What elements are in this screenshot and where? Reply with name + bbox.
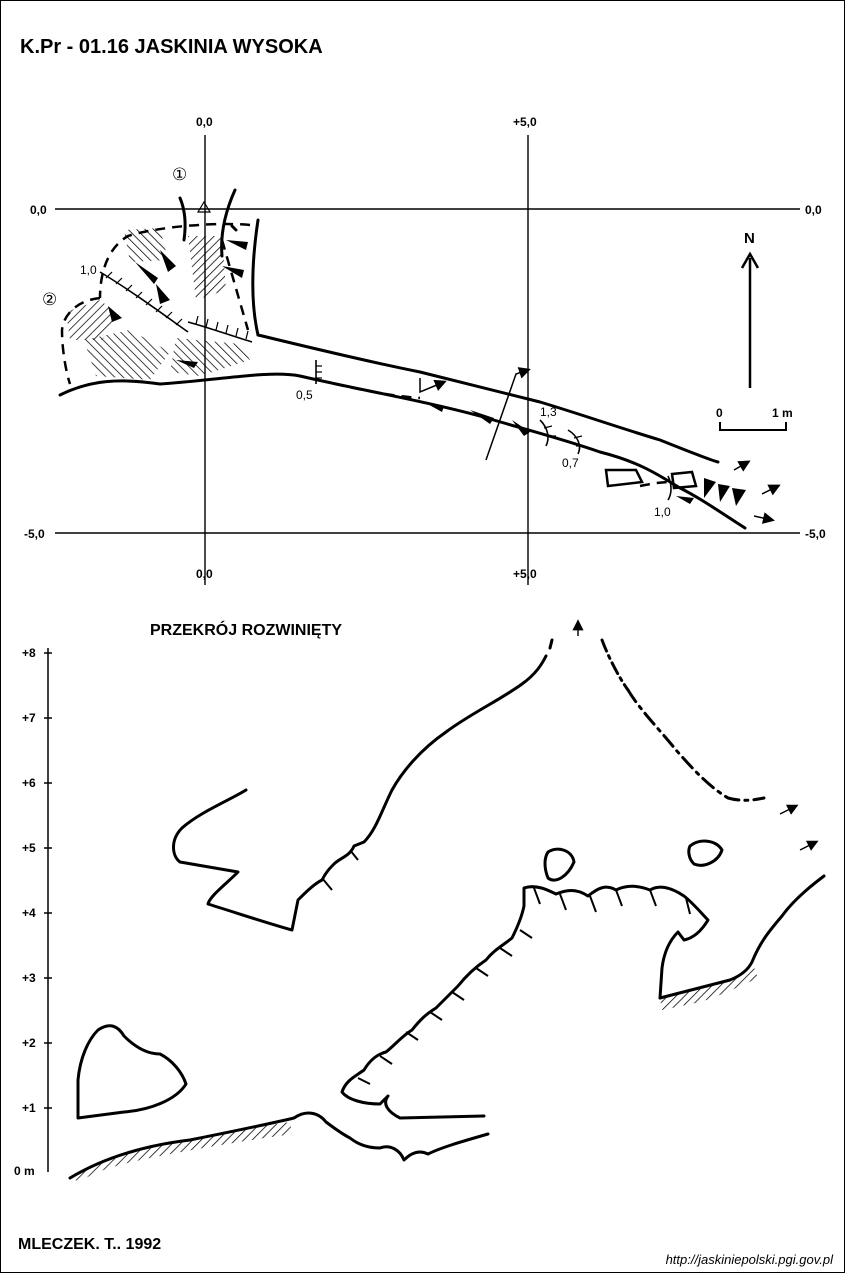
section-rubble-notches <box>321 849 691 1085</box>
section-y-tick: +6 <box>22 776 36 790</box>
scale-end-label: 1 m <box>772 406 793 420</box>
north-label: N <box>744 230 755 247</box>
north-arrow-icon <box>740 251 760 388</box>
author-credit: MLECZEK. T.. 1992 <box>18 1236 162 1253</box>
section-y-tick: +2 <box>22 1036 36 1050</box>
plan-section-markers <box>419 367 781 524</box>
section-y-tick: 0 m <box>14 1164 35 1178</box>
plan-dashed-edges <box>60 222 671 488</box>
plan-grid <box>55 135 800 585</box>
section-y-tick: +5 <box>22 841 36 855</box>
entrance-1-marker: ① <box>172 165 188 184</box>
plan-debris-hatching <box>66 228 250 380</box>
dim-label: 1,3 <box>540 405 557 419</box>
dim-label: 1,0 <box>80 263 97 277</box>
plan-y-label-right-0: 0,0 <box>805 203 822 217</box>
plan-x-label-bottom-5: +5,0 <box>513 567 537 581</box>
plan-x-label-top-0: 0,0 <box>196 115 213 129</box>
entrance-triangle-icon <box>196 200 212 213</box>
section-y-tick: +8 <box>22 646 36 660</box>
section-outline <box>68 638 826 1180</box>
section-y-tick: +7 <box>22 711 36 725</box>
plan-x-label-bottom-0: 0,0 <box>196 567 213 581</box>
section-y-tick: +3 <box>22 971 36 985</box>
plan-cave-outline <box>58 188 747 530</box>
section-axis <box>44 648 52 1172</box>
section-y-tick: +4 <box>22 906 36 920</box>
dim-label: 1,0 <box>654 505 671 519</box>
map-title: K.Pr - 01.16 JASKINIA WYSOKA <box>20 36 323 58</box>
section-floor-hatching <box>70 962 758 1182</box>
dim-label: 0,7 <box>562 456 579 470</box>
plan-x-label-top-5: +5,0 <box>513 115 537 129</box>
plan-boulders <box>108 240 746 506</box>
dim-label: 0,5 <box>296 388 313 402</box>
section-y-tick: +1 <box>22 1101 36 1115</box>
plan-y-label-right-5: -5,0 <box>805 527 826 541</box>
section-arrows <box>572 619 819 851</box>
plan-blocks <box>604 468 698 490</box>
scale-start-label: 0 <box>716 406 723 420</box>
source-url: http://jaskiniepolski.pgi.gov.pl <box>665 1252 833 1267</box>
plan-ledges <box>99 271 672 501</box>
entrance-2-marker: ② <box>42 290 58 309</box>
plan-y-label-left-0: 0,0 <box>30 203 47 217</box>
plan-y-label-left-5: -5,0 <box>24 527 45 541</box>
section-title: PRZEKRÓJ ROZWINIĘTY <box>150 622 343 639</box>
scale-bar <box>719 422 787 431</box>
